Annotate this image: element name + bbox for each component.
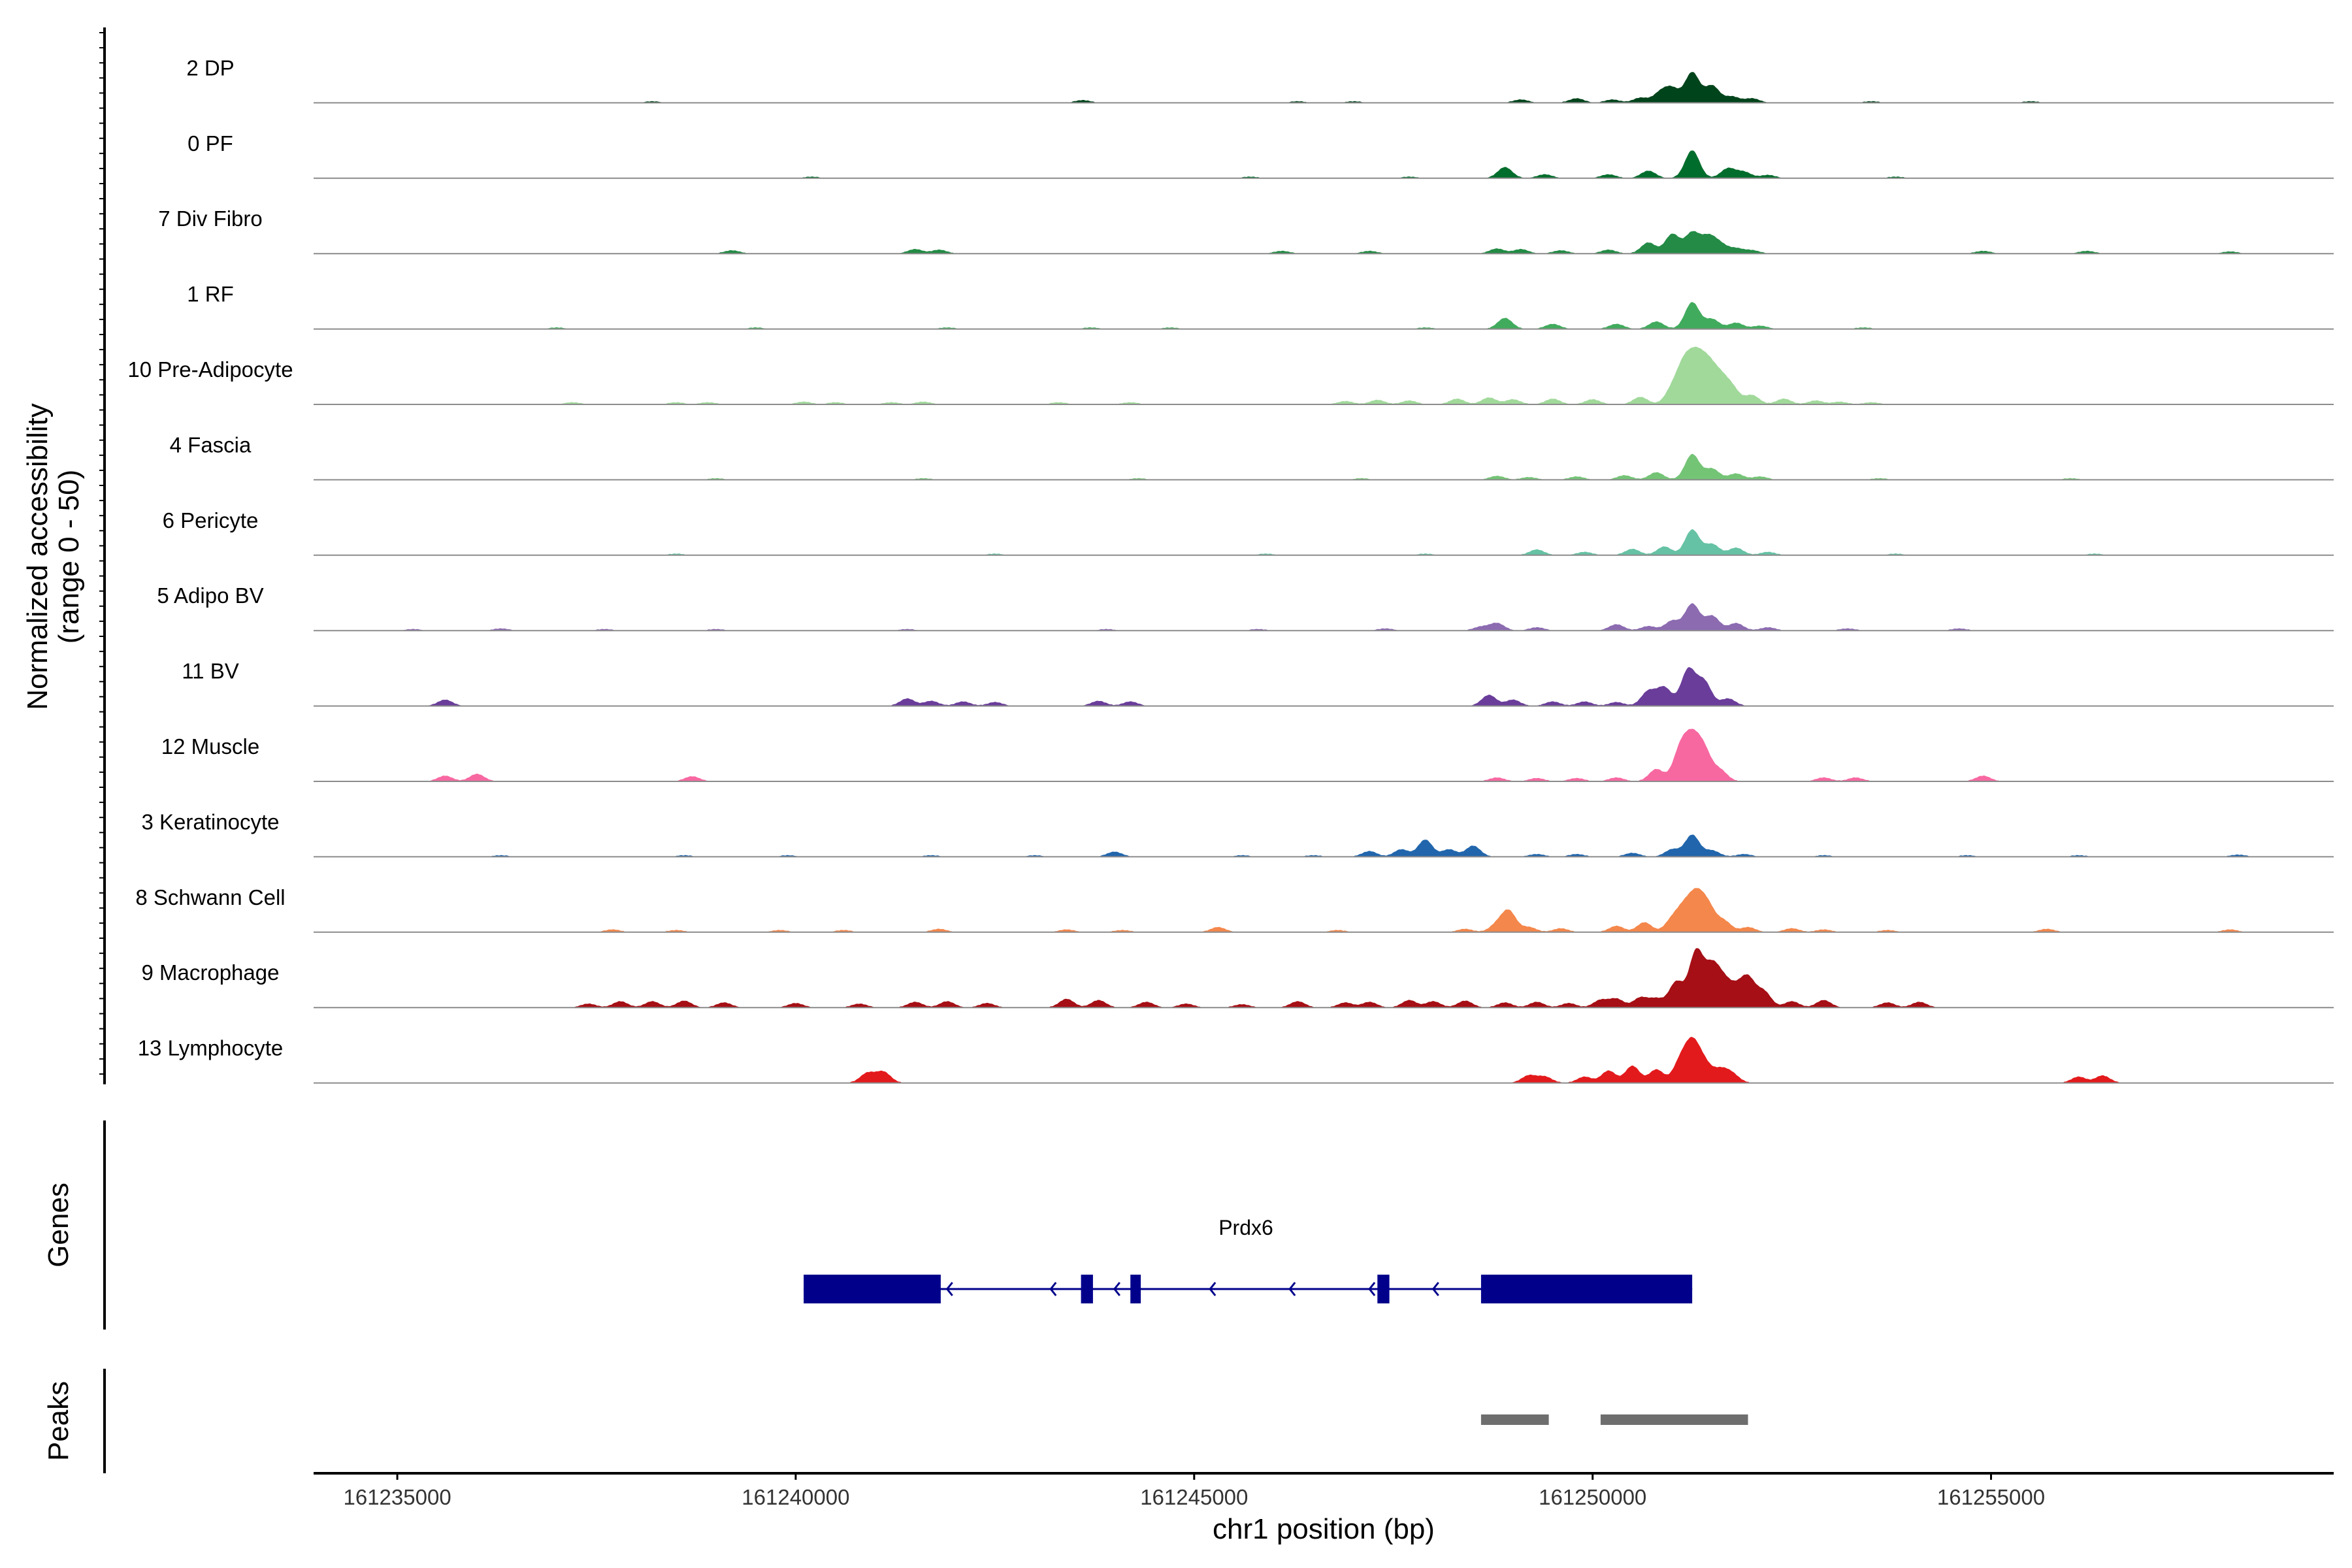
x-tick-label: 161255000 <box>1937 1485 2045 1509</box>
track-2: 0 PF <box>188 131 2334 179</box>
track-coverage-area-3 <box>314 231 2334 254</box>
strand-arrow-icon <box>1368 1282 1376 1296</box>
strand-arrow-icon <box>1113 1282 1120 1296</box>
track-label: 10 Pre-Adipocyte <box>127 357 293 382</box>
track-6: 4 Fascia <box>170 433 2334 481</box>
x-tick-label: 161245000 <box>1140 1485 1248 1509</box>
peak-regions <box>1480 1414 1748 1425</box>
track-coverage-area-6 <box>314 453 2334 480</box>
coverage-tracks: 2 DP 0 PF 7 Div Fibro 1 RF 10 Pre-Adipocyte 4… <box>127 56 2334 1084</box>
genes-panel: Genes Prdx6 <box>42 1120 1693 1330</box>
track-3: 7 Div Fibro <box>158 206 2334 255</box>
track-13: 9 Macrophage <box>142 948 2334 1009</box>
strand-arrow-icon <box>1209 1282 1217 1296</box>
y-axis-label-line1: Normalized accessibility <box>22 403 54 710</box>
gene-model <box>804 1275 1693 1303</box>
track-label: 2 DP <box>186 56 234 80</box>
track-label: 12 Muscle <box>161 734 259 759</box>
track-coverage-area-14 <box>314 1037 2334 1083</box>
strand-arrow-icon <box>1049 1282 1057 1296</box>
gene-exon <box>1377 1275 1390 1303</box>
track-7: 6 Pericyte <box>163 508 2334 556</box>
track-label: 3 Keratinocyte <box>142 809 280 834</box>
track-coverage-area-5 <box>314 346 2334 404</box>
track-coverage-area-8 <box>314 603 2334 631</box>
gene-exon <box>1081 1275 1093 1303</box>
genes-label: Genes <box>42 1183 74 1267</box>
track-label: 7 Div Fibro <box>158 206 263 231</box>
track-8: 5 Adipo BV <box>157 583 2334 632</box>
track-coverage-area-7 <box>314 529 2334 555</box>
strand-arrow-icon <box>1431 1282 1439 1296</box>
track-coverage-area-13 <box>314 948 2334 1008</box>
track-coverage-area-9 <box>314 667 2334 706</box>
track-label: 1 RF <box>187 282 234 306</box>
track-4: 1 RF <box>187 282 2334 330</box>
track-coverage-area-12 <box>314 888 2334 932</box>
track-coverage-area-10 <box>314 728 2334 781</box>
track-10: 12 Muscle <box>161 728 2334 782</box>
x-tick-label: 161235000 <box>344 1485 451 1509</box>
y-axis-label-line2: (range 0 - 50) <box>53 470 85 644</box>
y-axis-label: Normalized accessibility (range 0 - 50) <box>22 403 85 710</box>
x-tick-label: 161240000 <box>742 1485 849 1509</box>
track-label: 13 Lymphocyte <box>138 1036 284 1060</box>
track-9: 11 BV <box>182 659 2334 707</box>
peak-region <box>1480 1414 1549 1425</box>
gene-exon <box>1130 1275 1141 1303</box>
track-label: 6 Pericyte <box>163 508 259 532</box>
track-coverage-area-1 <box>314 72 2334 103</box>
x-axis-title: chr1 position (bp) <box>1213 1513 1435 1545</box>
x-tick-label: 161250000 <box>1539 1485 1646 1509</box>
gene-exon <box>804 1275 941 1303</box>
track-label: 9 Macrophage <box>142 960 280 985</box>
strand-arrow-icon <box>945 1282 953 1296</box>
strand-arrow-icon <box>1288 1282 1296 1296</box>
peak-region <box>1600 1414 1748 1425</box>
peaks-panel: Peaks <box>42 1369 1748 1473</box>
track-label: 4 Fascia <box>170 433 252 457</box>
track-5: 10 Pre-Adipocyte <box>127 346 2334 405</box>
tracks-axis <box>99 27 106 1085</box>
track-11: 3 Keratinocyte <box>142 809 2334 858</box>
track-14: 13 Lymphocyte <box>138 1036 2334 1084</box>
track-coverage-area-4 <box>314 302 2334 329</box>
track-label: 5 Adipo BV <box>157 583 263 608</box>
track-coverage-area-2 <box>314 150 2334 178</box>
track-label: 11 BV <box>182 659 238 683</box>
track-label: 0 PF <box>188 131 233 155</box>
track-12: 8 Schwann Cell <box>135 885 2334 933</box>
track-coverage-area-11 <box>314 834 2334 857</box>
track-label: 8 Schwann Cell <box>135 885 285 909</box>
gene-name-label: Prdx6 <box>1218 1216 1273 1239</box>
track-1: 2 DP <box>186 56 2334 104</box>
peaks-label: Peaks <box>42 1381 74 1461</box>
x-axis: 161235000 161240000 161245000 161250000 1612… <box>314 1472 2334 1545</box>
x-ticks: 161235000 161240000 161245000 161250000 1612… <box>344 1473 2045 1509</box>
gene-exon <box>1480 1275 1693 1303</box>
